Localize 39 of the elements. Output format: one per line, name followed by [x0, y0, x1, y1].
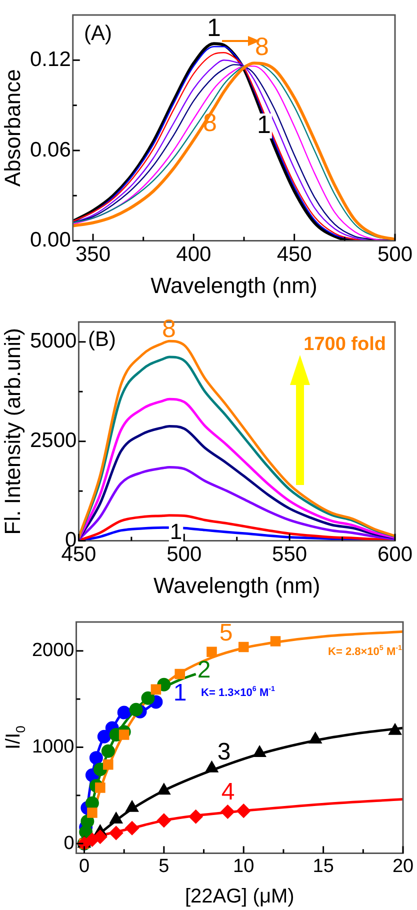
annotation: 3	[217, 738, 231, 766]
x-axis-title: Wavelength (nm)	[154, 573, 320, 598]
annotation: 1	[170, 519, 182, 544]
x-axis-title: Wavelength (nm)	[150, 273, 318, 298]
x-tick-label: 20	[392, 856, 414, 877]
y-tick-label: 0.12	[30, 48, 71, 71]
annotation: 4	[221, 778, 235, 806]
x-tick-label: 15	[312, 856, 334, 877]
x-tick-label: 500	[377, 243, 413, 266]
x-tick-label: 0	[78, 856, 90, 877]
x-tick-label: 350	[75, 243, 111, 266]
annotation: 8	[255, 32, 269, 61]
annotation: 2	[197, 656, 211, 684]
y-tick-label: 5000	[30, 330, 77, 353]
y-axis-title: Absorbance	[0, 69, 26, 187]
y-tick-label: 1000	[32, 736, 74, 758]
y-tick-label: 2000	[32, 640, 74, 662]
x-tick-label: 5	[158, 856, 170, 877]
annotation: 5	[219, 620, 233, 647]
y-axis-title: I/I0	[2, 726, 28, 750]
x-tick-label: 400	[176, 243, 212, 266]
x-tick-label: 550	[272, 543, 308, 566]
y-tick-label: 0	[64, 832, 74, 854]
x-tick-label: 500	[166, 543, 202, 566]
y-axis-title: Fl. Intensity (arb.unit)	[0, 328, 26, 535]
y-tick-label: 0.00	[30, 228, 71, 252]
annotation: 1	[257, 110, 271, 139]
annotation: 1700 fold	[304, 334, 386, 356]
annotation: (A)	[84, 22, 112, 45]
annotation: 1	[173, 680, 187, 707]
annotation: 1	[207, 14, 221, 42]
x-axis-title: [22AG] (μM)	[184, 886, 294, 908]
annotation: 8	[162, 314, 176, 343]
x-tick-label: 600	[377, 543, 413, 566]
x-tick-label: 10	[233, 856, 254, 877]
y-tick-label: 2500	[30, 429, 77, 452]
y-tick-label: 0.06	[30, 138, 71, 162]
annotation: (B)	[88, 328, 116, 351]
x-tick-label: 450	[276, 243, 312, 266]
